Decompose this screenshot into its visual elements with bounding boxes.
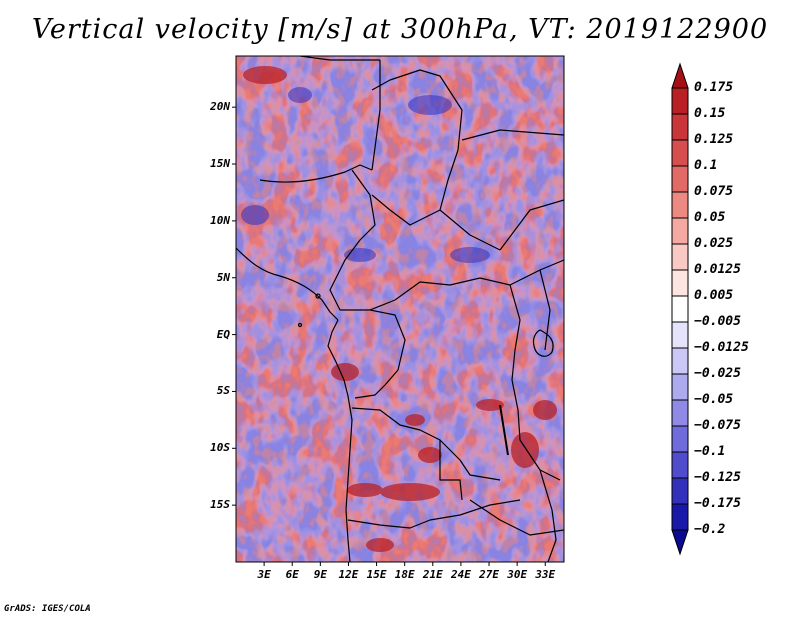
colorbar-box	[671, 399, 689, 427]
colorbar-label: −0.1	[694, 444, 726, 459]
lon-label: 6E	[285, 568, 299, 581]
colorbar-label: −0.075	[694, 418, 741, 433]
colorbar-extend-min	[671, 529, 689, 556]
lat-label: 15N	[210, 157, 230, 171]
colorbar-extend-max	[671, 62, 689, 89]
colorbar-label: 0.15	[694, 106, 726, 121]
lat-label: 10S	[210, 441, 230, 455]
colorbar-label: 0.175	[694, 80, 734, 95]
lon-label: 9E	[313, 568, 327, 581]
lon-label: 33E	[535, 568, 556, 581]
colorbar-box	[671, 87, 689, 115]
colorbar-label: −0.0125	[694, 340, 749, 355]
colorbar-label: 0.125	[694, 132, 734, 147]
lon-label: 15E	[366, 568, 387, 581]
grads-credit: GrADS: IGES/COLA	[4, 604, 91, 614]
colorbar-box	[671, 139, 689, 167]
colorbar-box	[671, 347, 689, 375]
colorbar-label: −0.025	[694, 366, 741, 381]
colorbar-box	[671, 477, 689, 505]
lat-label: 5S	[216, 384, 230, 398]
colorbar-label: 0.075	[694, 184, 734, 199]
lat-label: 15S	[210, 498, 230, 512]
lat-label: 20N	[210, 100, 230, 114]
longitude-ticks	[263, 562, 546, 566]
lon-label: 3E	[257, 568, 271, 581]
colorbar-label: 0.005	[694, 288, 734, 303]
colorbar-box	[671, 373, 689, 401]
colorbar	[671, 62, 689, 556]
colorbar-box	[671, 295, 689, 323]
lon-label: 30E	[507, 568, 528, 581]
colorbar-label: −0.05	[694, 392, 734, 407]
colorbar-label: 0.0125	[694, 262, 741, 277]
colorbar-box	[671, 191, 689, 219]
lon-label: 27E	[479, 568, 499, 581]
lon-label: 18E	[394, 568, 415, 581]
lon-label: 24E	[450, 568, 471, 581]
latitude-ticks	[232, 106, 236, 506]
colorbar-box	[671, 113, 689, 141]
colorbar-label: 0.1	[694, 158, 718, 173]
lat-label: EQ	[216, 327, 230, 341]
colorbar-box	[671, 425, 689, 453]
colorbar-label: −0.005	[694, 314, 741, 329]
colorbar-box	[671, 503, 689, 531]
lat-label: 5N	[216, 270, 230, 284]
colorbar-box	[671, 451, 689, 479]
colorbar-label: 0.025	[694, 236, 734, 251]
lat-label: 10N	[210, 213, 230, 227]
chart-title: Vertical velocity [m/s] at 300hPa, VT: 2…	[31, 14, 769, 45]
colorbar-box	[671, 243, 689, 271]
colorbar-box	[671, 165, 689, 193]
lon-label: 12E	[338, 568, 359, 581]
colorbar-label: −0.175	[694, 496, 741, 511]
colorbar-label: −0.125	[694, 470, 741, 485]
country-borders	[236, 56, 564, 562]
colorbar-box	[671, 269, 689, 297]
colorbar-box	[671, 217, 689, 245]
colorbar-label: 0.05	[694, 210, 726, 225]
colorbar-label: −0.2	[694, 522, 726, 537]
map-frame	[235, 55, 565, 563]
vertical-velocity-field	[236, 56, 564, 562]
lon-label: 21E	[422, 568, 443, 581]
colorbar-box	[671, 321, 689, 349]
